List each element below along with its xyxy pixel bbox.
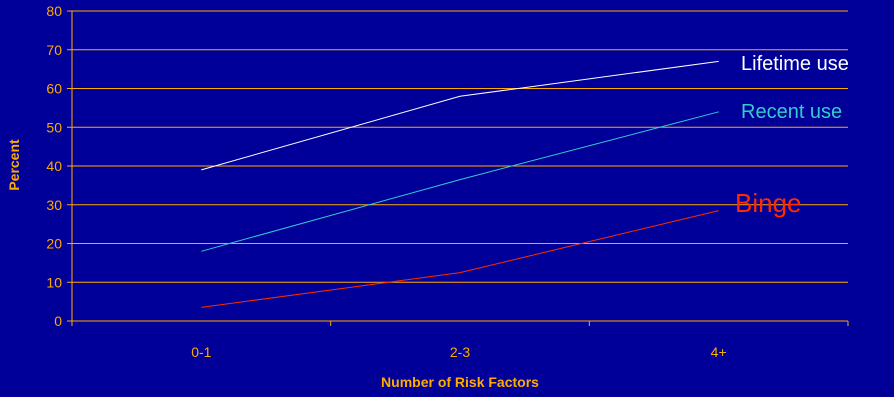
series-label-recent-use: Recent use — [741, 101, 842, 123]
y-tick-label: 60 — [46, 81, 62, 97]
x-tick-label-0-1: 0-1 — [191, 344, 211, 360]
series-lines — [201, 60, 719, 308]
x-tick-label-2-3: 2-3 — [450, 344, 470, 360]
x-axis-title: Number of Risk Factors — [381, 374, 539, 390]
series-line-lifetime-use — [201, 60, 719, 171]
y-axis-title: Percent — [6, 139, 22, 191]
y-tick-label: 40 — [46, 158, 62, 174]
gridlines — [72, 10, 848, 283]
y-tick-label: 50 — [46, 119, 62, 135]
series-label-binge: Binge — [735, 188, 802, 218]
y-tick-label: 0 — [54, 313, 62, 329]
series-line-binge — [201, 210, 719, 308]
y-tick-labels: 0 10 20 30 40 50 60 70 80 — [46, 3, 62, 329]
series-line-recent-use — [201, 111, 719, 252]
y-tick-label: 30 — [46, 197, 62, 213]
x-tick-labels: 0-1 2-3 4+ — [191, 344, 726, 360]
y-tick-label: 10 — [46, 274, 62, 290]
y-tick-label: 80 — [46, 3, 62, 19]
y-tick-label: 20 — [46, 236, 62, 252]
series-labels: Lifetime use Recent use Binge — [735, 53, 849, 218]
y-tick-label: 70 — [46, 42, 62, 58]
axes — [67, 10, 849, 326]
x-tick-label-4+: 4+ — [711, 344, 727, 360]
series-label-lifetime-use: Lifetime use — [741, 53, 849, 75]
